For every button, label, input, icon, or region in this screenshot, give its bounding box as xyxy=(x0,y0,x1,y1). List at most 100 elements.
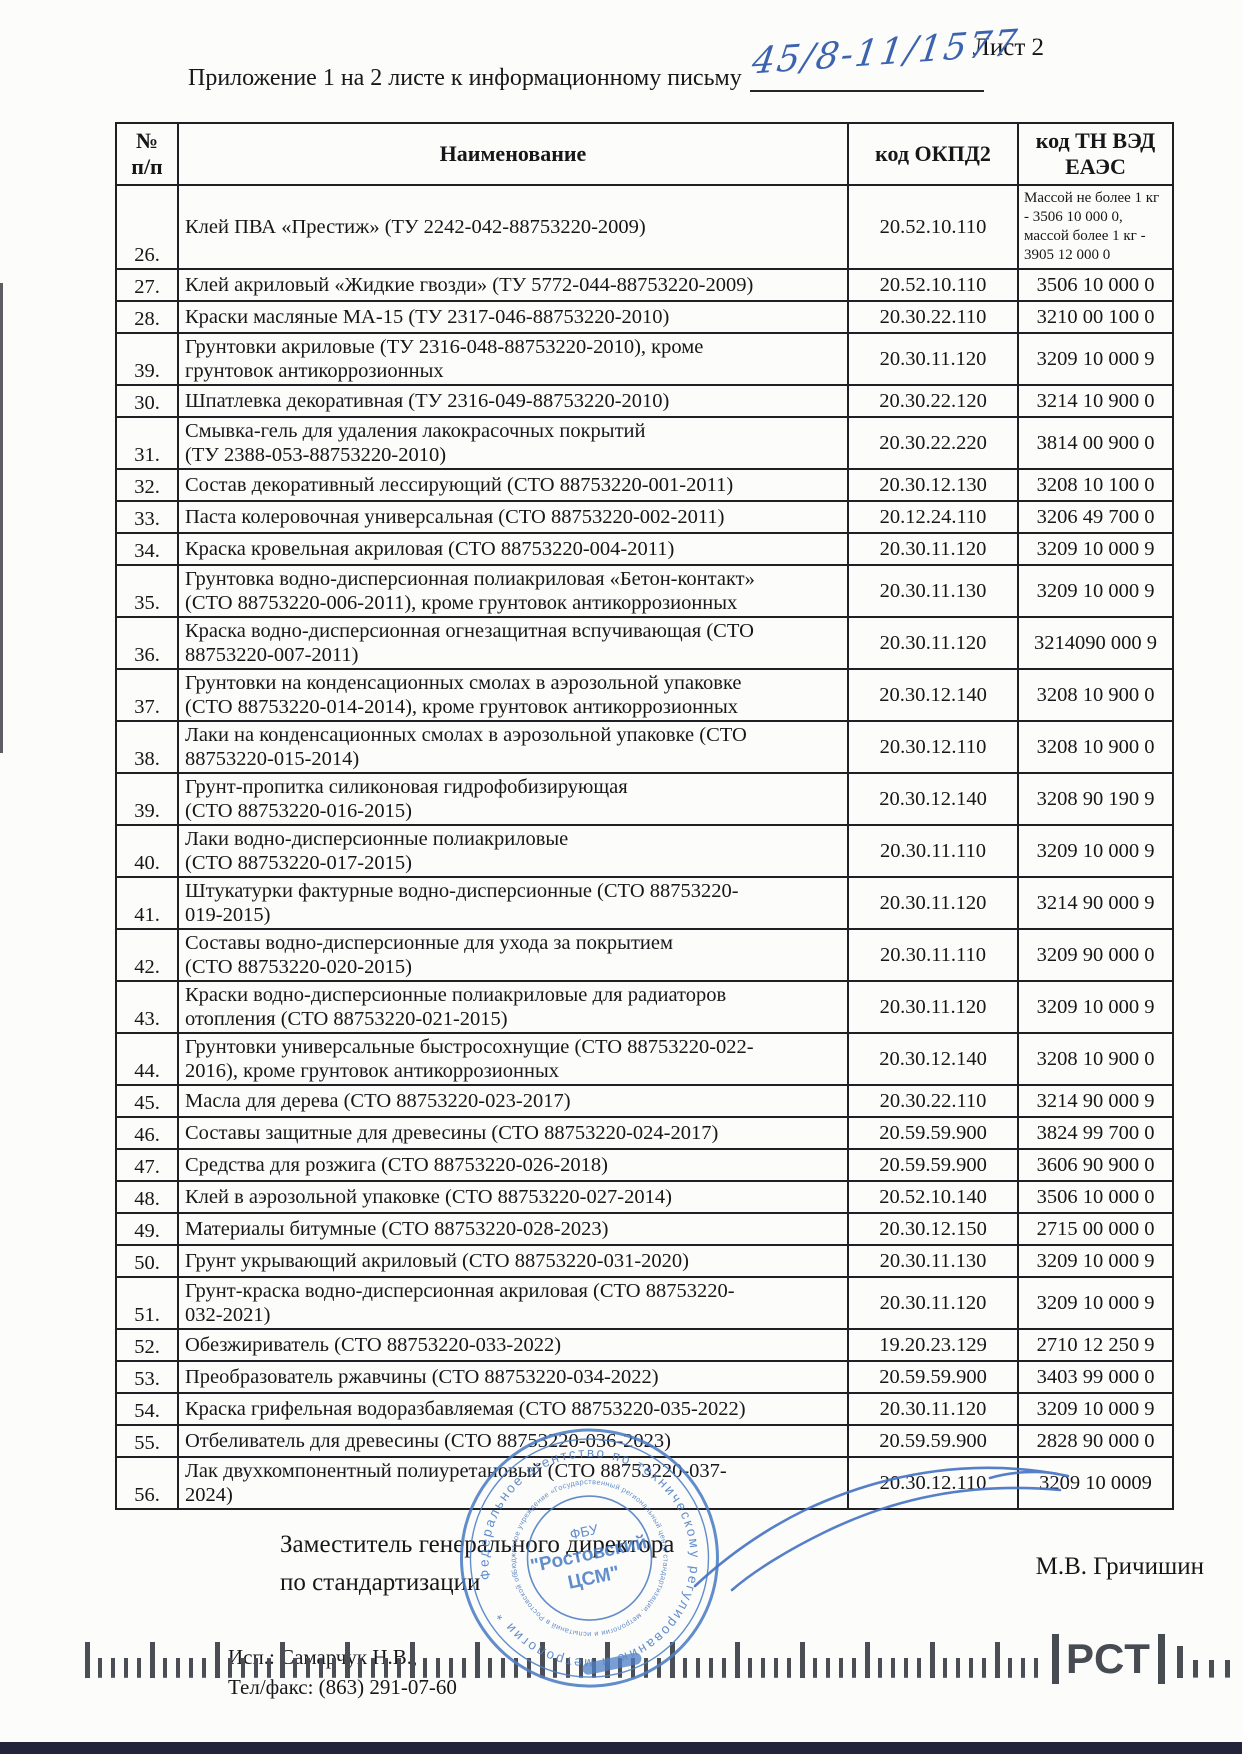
row-number-cell: 44. xyxy=(115,1032,179,1086)
row-number-cell: 45. xyxy=(115,1084,179,1118)
table-row: 34. Краска кровельная акриловая (СТО 887… xyxy=(115,532,1174,566)
table-header-row: № п/п Наименование код ОКПД2 код ТН ВЭД … xyxy=(115,122,1174,186)
table-row: 47. Средства для розжига (СТО 88753220-0… xyxy=(115,1148,1174,1182)
signer-name: М.В. Гричишин xyxy=(1035,1553,1204,1580)
row-number-cell: 39. xyxy=(115,332,179,386)
row-number-cell: 36. xyxy=(115,616,179,670)
row-name-cell: Масла для дерева (СТО 88753220-023-2017) xyxy=(177,1084,849,1118)
row-tnved-cell: 3209 10 000 9 xyxy=(1017,1244,1174,1278)
products-table-body: 26. Клей ПВА «Престиж» (ТУ 2242-042-8875… xyxy=(115,184,1174,1510)
row-okpd2-cell: 20.30.12.130 xyxy=(847,468,1019,502)
row-tnved-cell: 3209 10 0009 xyxy=(1017,1456,1174,1510)
scan-ruler-row: РСТ xyxy=(85,1634,1234,1684)
row-name-cell: Лаки на конденсационных смолах в аэрозол… xyxy=(177,720,849,774)
table-row: 28. Краски масляные МА-15 (ТУ 2317-046-8… xyxy=(115,300,1174,334)
row-name-cell: Краски масляные МА-15 (ТУ 2317-046-88753… xyxy=(177,300,849,334)
table-row: 27. Клей акриловый «Жидкие гвозди» (ТУ 5… xyxy=(115,268,1174,302)
document-title: Приложение 1 на 2 листе к информационном… xyxy=(188,65,742,91)
row-tnved-cell: 3209 10 000 9 xyxy=(1017,564,1174,618)
table-row: 51. Грунт-краска водно-дисперсионная акр… xyxy=(115,1276,1174,1330)
row-tnved-cell: 3209 10 000 9 xyxy=(1017,1276,1174,1330)
table-row: 46. Составы защитные для древесины (СТО … xyxy=(115,1116,1174,1150)
table-container: № п/п Наименование код ОКПД2 код ТН ВЭД … xyxy=(115,122,1204,1699)
row-tnved-cell: 3214 90 000 9 xyxy=(1017,876,1174,930)
table-row: 41. Штукатурки фактурные водно-дисперсио… xyxy=(115,876,1174,930)
table-row: 56. Лак двухкомпонентный полиуретановый … xyxy=(115,1456,1174,1510)
signer-title-line2: по стандартизации xyxy=(280,1569,481,1596)
row-okpd2-cell: 20.30.11.120 xyxy=(847,980,1019,1034)
table-row: 49. Материалы битумные (СТО 88753220-028… xyxy=(115,1212,1174,1246)
signer-title-line1: Заместитель генерального директора xyxy=(280,1531,675,1558)
row-name-cell: Обезжириватель (СТО 88753220-033-2022) xyxy=(177,1328,849,1362)
row-number-cell: 56. xyxy=(115,1456,179,1510)
row-tnved-cell: 3208 10 900 0 xyxy=(1017,1032,1174,1086)
row-name-cell: Смывка-гель для удаления лакокрасочных п… xyxy=(177,416,849,470)
table-row: 50. Грунт укрывающий акриловый (СТО 8875… xyxy=(115,1244,1174,1278)
row-name-cell: Грунтовки на конденсационных смолах в аэ… xyxy=(177,668,849,722)
table-row: 52. Обезжириватель (СТО 88753220-033-202… xyxy=(115,1328,1174,1362)
row-name-cell: Краска грифельная водоразбавляемая (СТО … xyxy=(177,1392,849,1426)
row-name-cell: Штукатурки фактурные водно-дисперсионные… xyxy=(177,876,849,930)
products-table: № п/п Наименование код ОКПД2 код ТН ВЭД … xyxy=(115,122,1174,1510)
signer-title: Заместитель генерального директора по ст… xyxy=(280,1526,674,1602)
table-row: 54. Краска грифельная водоразбавляемая (… xyxy=(115,1392,1174,1426)
row-okpd2-cell: 20.30.11.130 xyxy=(847,1244,1019,1278)
row-tnved-cell: 3214 90 000 9 xyxy=(1017,1084,1174,1118)
table-row: 42. Составы водно-дисперсионные для уход… xyxy=(115,928,1174,982)
row-name-cell: Паста колеровочная универсальная (СТО 88… xyxy=(177,500,849,534)
row-name-cell: Материалы битумные (СТО 88753220-028-202… xyxy=(177,1212,849,1246)
row-name-cell: Клей акриловый «Жидкие гвозди» (ТУ 5772-… xyxy=(177,268,849,302)
table-row: 39. Грунтовки акриловые (ТУ 2316-048-887… xyxy=(115,332,1174,386)
ruler-scale-right xyxy=(1176,1646,1234,1678)
row-name-cell: Грунтовки универсальные быстросохнущие (… xyxy=(177,1032,849,1086)
row-number-cell: 52. xyxy=(115,1328,179,1362)
fill-in-line: 45/8-11/1577 xyxy=(749,22,1021,92)
row-number-cell: 53. xyxy=(115,1360,179,1394)
row-number-cell: 31. xyxy=(115,416,179,470)
row-number-cell: 26. xyxy=(115,184,179,270)
executor-phone: Тел/факс: (863) 291-07-60 xyxy=(228,1675,457,1699)
table-row: 30. Шпатлевка декоративная (ТУ 2316-049-… xyxy=(115,384,1174,418)
ruler-scale xyxy=(85,1642,1040,1678)
row-tnved-cell: 3814 00 900 0 xyxy=(1017,416,1174,470)
scan-bottom-strip xyxy=(0,1742,1242,1754)
row-name-cell: Краска кровельная акриловая (СТО 8875322… xyxy=(177,532,849,566)
col-header-okpd2: код ОКПД2 xyxy=(847,122,1019,186)
table-row: 55. Отбеливатель для древесины (СТО 8875… xyxy=(115,1424,1174,1458)
row-number-cell: 34. xyxy=(115,532,179,566)
row-tnved-cell: 3824 99 700 0 xyxy=(1017,1116,1174,1150)
row-name-cell: Составы защитные для древесины (СТО 8875… xyxy=(177,1116,849,1150)
table-row: 33. Паста колеровочная универсальная (СТ… xyxy=(115,500,1174,534)
row-okpd2-cell: 20.30.12.150 xyxy=(847,1212,1019,1246)
row-okpd2-cell: 20.30.11.110 xyxy=(847,824,1019,878)
row-okpd2-cell: 20.59.59.900 xyxy=(847,1424,1019,1458)
row-okpd2-cell: 20.30.11.120 xyxy=(847,616,1019,670)
row-name-cell: Лаки водно-дисперсионные полиакриловые (… xyxy=(177,824,849,878)
row-name-cell: Состав декоративный лессирующий (СТО 887… xyxy=(177,468,849,502)
table-row: 53. Преобразователь ржавчины (СТО 887532… xyxy=(115,1360,1174,1394)
row-number-cell: 38. xyxy=(115,720,179,774)
row-tnved-cell: 3209 10 000 9 xyxy=(1017,824,1174,878)
row-number-cell: 49. xyxy=(115,1212,179,1246)
row-number-cell: 51. xyxy=(115,1276,179,1330)
row-tnved-cell: 3214 10 900 0 xyxy=(1017,384,1174,418)
row-tnved-cell: 3208 10 900 0 xyxy=(1017,720,1174,774)
row-okpd2-cell: 20.30.22.220 xyxy=(847,416,1019,470)
table-row: 40. Лаки водно-дисперсионные полиакрилов… xyxy=(115,824,1174,878)
scan-edge-artifact xyxy=(0,283,3,753)
row-name-cell: Грунтовка водно-дисперсионная полиакрило… xyxy=(177,564,849,618)
row-name-cell: Краски водно-дисперсионные полиакриловые… xyxy=(177,980,849,1034)
stamp-center-org-type: ФБУ xyxy=(568,1521,599,1543)
row-okpd2-cell: 20.30.12.110 xyxy=(847,720,1019,774)
row-number-cell: 33. xyxy=(115,500,179,534)
row-name-cell: Лак двухкомпонентный полиуретановый (СТО… xyxy=(177,1456,849,1510)
row-number-cell: 42. xyxy=(115,928,179,982)
row-name-cell: Грунт укрывающий акриловый (СТО 88753220… xyxy=(177,1244,849,1278)
row-number-cell: 39. xyxy=(115,772,179,826)
sheet-number-label: Лист 2 xyxy=(972,34,1044,61)
row-tnved-cell: 3208 10 900 0 xyxy=(1017,668,1174,722)
table-row: 36. Краска водно-дисперсионная огнезащит… xyxy=(115,616,1174,670)
table-row: 48. Клей в аэрозольной упаковке (СТО 887… xyxy=(115,1180,1174,1214)
col-header-num: № п/п xyxy=(115,122,179,186)
table-row: 45. Масла для дерева (СТО 88753220-023-2… xyxy=(115,1084,1174,1118)
